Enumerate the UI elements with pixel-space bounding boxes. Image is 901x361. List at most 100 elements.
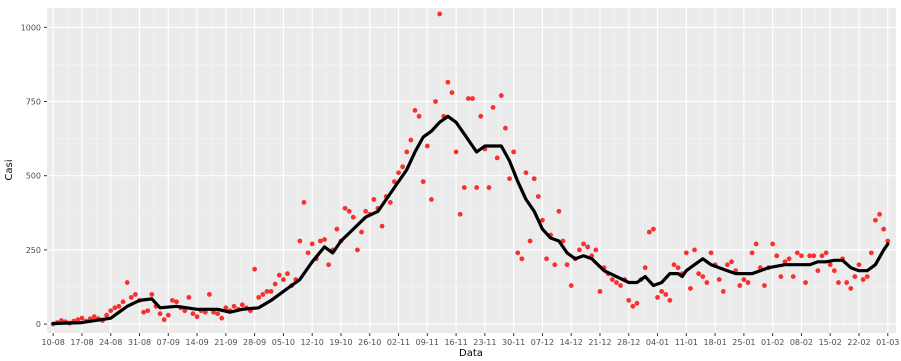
y-tick-label: 1000 <box>21 23 41 32</box>
data-point <box>873 217 878 223</box>
data-point <box>864 274 870 280</box>
data-point <box>396 170 401 176</box>
data-point <box>202 309 208 315</box>
data-point <box>322 237 327 242</box>
data-point <box>597 289 603 294</box>
panel-background <box>47 8 896 333</box>
data-point <box>169 297 175 303</box>
y-axis: 0 250 500 750 1000 <box>21 23 47 329</box>
x-tick-label: 28-09 <box>243 338 266 347</box>
data-point <box>379 223 385 229</box>
data-point <box>790 274 796 280</box>
data-point <box>239 302 245 308</box>
data-point <box>470 96 475 101</box>
data-point <box>486 185 492 190</box>
data-point <box>346 208 352 214</box>
x-tick-label: 17-08 <box>70 338 93 347</box>
data-point <box>515 250 521 256</box>
data-point <box>478 113 484 119</box>
data-point <box>268 289 274 294</box>
data-point <box>626 297 632 303</box>
data-point <box>708 250 714 256</box>
data-point <box>371 197 377 202</box>
data-point <box>540 217 545 223</box>
data-point <box>794 250 800 256</box>
data-point <box>770 241 776 247</box>
data-point <box>416 113 422 119</box>
data-point <box>231 303 237 309</box>
data-point <box>585 244 591 250</box>
x-tick-label: 21-12 <box>588 338 611 347</box>
data-point <box>116 303 122 309</box>
data-point <box>272 281 278 287</box>
x-tick-label: 02-11 <box>387 338 410 347</box>
data-point <box>457 211 463 217</box>
x-tick-label: 30-11 <box>502 338 525 347</box>
data-point <box>453 149 459 155</box>
data-point <box>400 164 406 170</box>
data-point <box>831 268 837 274</box>
data-point <box>860 277 866 282</box>
data-point <box>392 179 397 185</box>
x-tick-label: 31-08 <box>128 338 151 347</box>
data-point <box>511 149 517 155</box>
data-point <box>128 294 134 300</box>
x-tick-label: 04-01 <box>646 338 669 347</box>
data-point <box>819 253 825 259</box>
data-point <box>412 107 418 113</box>
data-point <box>877 211 882 217</box>
data-point <box>741 277 747 282</box>
data-point <box>474 185 480 190</box>
data-point <box>297 238 303 244</box>
data-point <box>634 300 640 306</box>
data-point <box>174 299 179 305</box>
data-point <box>651 226 656 232</box>
data-point <box>466 96 471 101</box>
trend-line <box>51 114 890 326</box>
x-tick-label: 19-10 <box>329 338 352 347</box>
data-point <box>194 314 200 320</box>
x-tick-label: 08-02 <box>790 338 813 347</box>
x-tick-label: 28-12 <box>617 338 640 347</box>
data-point <box>844 280 850 285</box>
data-point <box>387 200 393 205</box>
data-point <box>252 266 258 272</box>
data-point <box>593 247 599 253</box>
x-tick-label: 01-03 <box>876 338 899 347</box>
data-point <box>404 149 410 155</box>
y-tick-label: 750 <box>26 97 41 106</box>
data-point <box>716 277 722 282</box>
x-tick-label: 09-11 <box>416 338 439 347</box>
data-point <box>285 271 290 277</box>
data-point <box>445 79 451 85</box>
data-point <box>449 90 455 95</box>
data-point <box>182 308 188 314</box>
data-point <box>881 226 887 232</box>
data-point <box>350 214 356 220</box>
data-point <box>190 311 196 317</box>
data-point <box>577 247 582 253</box>
data-point <box>774 253 780 259</box>
data-point <box>729 259 734 265</box>
data-point <box>408 137 414 143</box>
data-point <box>609 277 615 282</box>
data-point <box>618 283 623 288</box>
data-point <box>161 317 167 323</box>
data-point <box>720 289 726 294</box>
data-point <box>655 294 660 300</box>
data-point <box>494 155 500 161</box>
x-tick-label: 15-02 <box>819 338 842 347</box>
data-point <box>108 308 114 314</box>
data-point <box>700 274 706 280</box>
data-point <box>646 229 652 235</box>
x-tick-label: 26-10 <box>358 338 381 347</box>
data-point <box>519 256 525 262</box>
data-point <box>141 309 147 315</box>
y-tick-label: 250 <box>26 246 41 255</box>
data-point <box>165 312 171 318</box>
data-point <box>461 185 467 190</box>
data-point <box>868 250 874 256</box>
data-point <box>704 280 710 285</box>
x-tick-label: 18-01 <box>703 338 726 347</box>
x-tick-label: 16-11 <box>444 338 467 347</box>
